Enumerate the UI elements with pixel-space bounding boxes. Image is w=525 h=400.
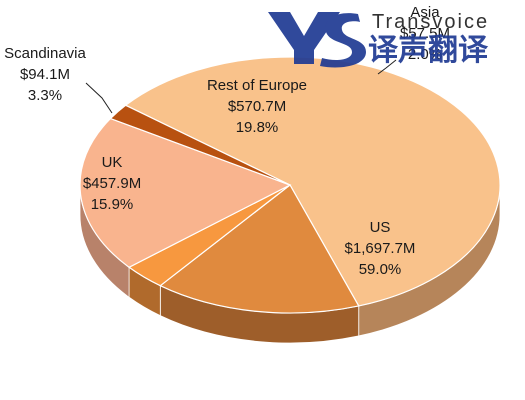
slice-label-uk: UK $457.9M 15.9% [83,154,141,213]
label-percent: 19.8% [236,119,279,136]
slice-rest-of-europe [79,117,292,268]
leader-line-scandinavia [85,82,113,114]
label-value: $57.5M [400,25,450,42]
label-value: $94.1M [20,66,70,83]
slice-label-scandinavia: Scandinavia $94.1M 3.3% [4,45,86,104]
brand-cn: 译声翻译 [368,33,489,68]
label-percent: 2.0% [408,46,442,63]
label-name: Rest of Europe [207,77,307,94]
ys-logo-mark [268,12,366,68]
slice-label-rest-of-europe: Rest of Europe $570.7M 19.8% [207,77,307,136]
pie-slices [79,56,501,314]
label-percent: 59.0% [359,261,402,278]
slice-labels: US $1,697.7M 59.0% UK $457.9M 15.9% Scandinavi… [4,4,450,278]
slice-label-asia: Asia $57.5M 2.0% [400,4,450,63]
label-value: $1,697.7M [345,240,416,257]
label-value: $457.9M [83,175,141,192]
slice-uk [159,184,360,314]
label-name: Scandinavia [4,45,86,62]
label-value: $570.7M [228,98,286,115]
slice-label-us: US $1,697.7M 59.0% [345,219,416,278]
slice-asia [109,104,291,186]
slice-us [124,56,501,307]
label-name: UK [102,154,123,171]
pie-sides [79,184,501,344]
label-name: Asia [410,4,440,21]
label-name: US [370,219,391,236]
brand-en: Transvoice [372,11,489,33]
label-percent: 3.3% [28,87,62,104]
leader-line-asia [377,59,397,75]
transvoice-logo: Transvoice 译声翻译 [268,11,489,68]
label-percent: 15.9% [91,196,134,213]
